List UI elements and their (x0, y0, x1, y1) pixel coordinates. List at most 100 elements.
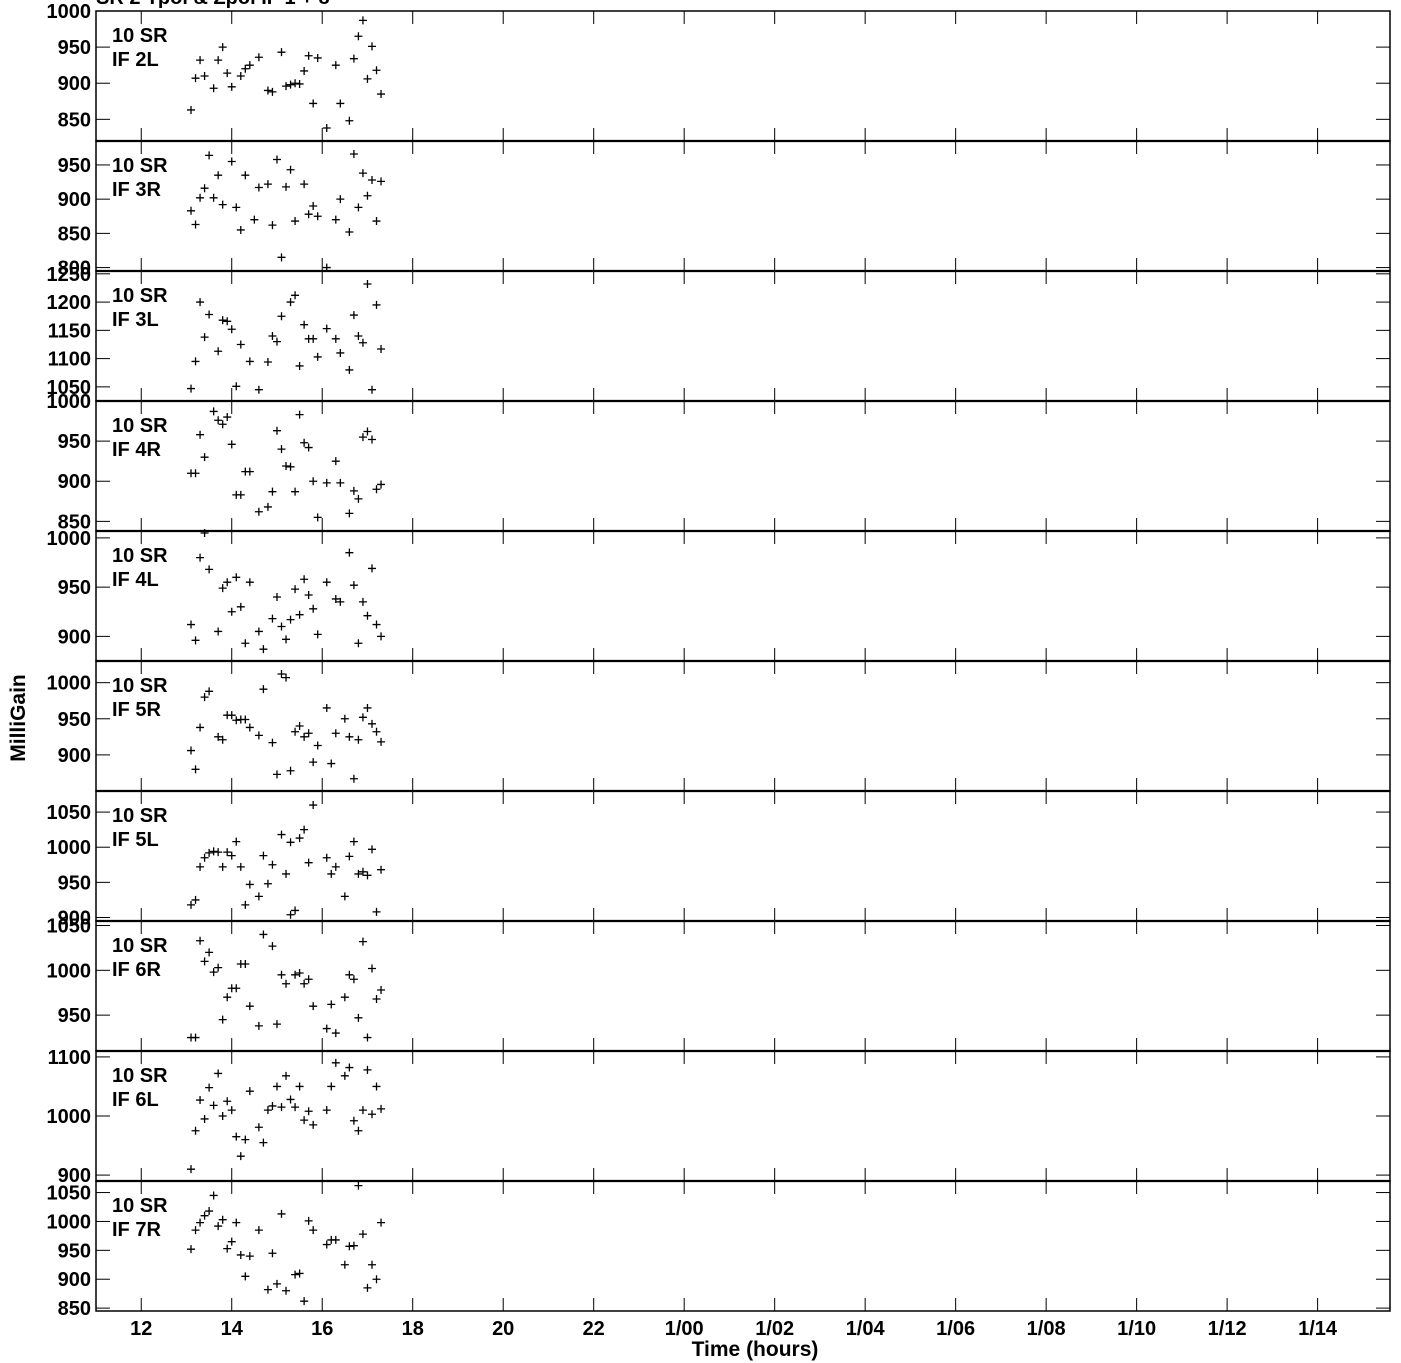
y-tick-label: 950 (58, 577, 91, 599)
y-tick-label: 850 (58, 223, 91, 245)
y-tick-label: 900 (58, 626, 91, 648)
data-point (245, 1002, 254, 1011)
data-point (187, 384, 196, 393)
data-point (227, 1106, 236, 1115)
data-point (331, 862, 340, 871)
data-point (309, 1002, 318, 1011)
data-point (236, 490, 245, 499)
data-point (259, 851, 268, 860)
data-point (309, 202, 318, 210)
data-point (295, 79, 304, 88)
panel-antenna-label: 10 SR (112, 415, 168, 437)
data-point (349, 1241, 358, 1250)
data-point (191, 220, 200, 229)
data-point (345, 1063, 354, 1072)
data-point (345, 116, 354, 125)
data-point (358, 867, 367, 876)
y-tick-label: 1200 (47, 292, 92, 314)
x-tick-label: 16 (311, 1318, 333, 1340)
data-point (218, 200, 227, 209)
x-tick-label: 12 (130, 1318, 152, 1340)
data-point (214, 416, 223, 425)
data-point (268, 487, 277, 496)
y-tick-label: 900 (58, 1269, 91, 1291)
data-point (205, 948, 214, 957)
data-point (272, 155, 281, 164)
data-point (223, 317, 232, 326)
data-point (377, 632, 386, 641)
data-point (363, 1033, 372, 1042)
data-point (322, 124, 331, 132)
y-tick-label: 950 (58, 431, 91, 453)
panel-antenna-label: 10 SR (112, 545, 168, 567)
data-point (191, 765, 200, 774)
data-point (241, 1135, 250, 1144)
data-point (214, 347, 223, 356)
data-point (377, 1218, 386, 1227)
y-tick-label: 1000 (47, 391, 92, 413)
data-point (349, 975, 358, 984)
data-point (191, 895, 200, 904)
data-point (295, 722, 304, 730)
data-point (209, 84, 218, 93)
data-point (367, 1260, 376, 1269)
panel-if-label: IF 7R (112, 1219, 161, 1241)
data-point (200, 1114, 209, 1123)
panel-frame (95, 920, 1391, 1052)
data-point (295, 410, 304, 419)
data-point (232, 1132, 241, 1141)
data-point (349, 837, 358, 846)
data-point (263, 1285, 272, 1294)
panel-antenna-label: 10 SR (112, 1195, 168, 1217)
panel-if-label: IF 6L (112, 1089, 159, 1111)
data-point (196, 862, 205, 871)
data-point (191, 1226, 200, 1235)
data-point (377, 737, 386, 746)
data-point (363, 74, 372, 83)
data-point (268, 1101, 277, 1110)
data-point (268, 332, 277, 340)
data-point (304, 591, 313, 600)
y-tick-label: 900 (58, 73, 91, 95)
data-point (187, 1245, 196, 1254)
data-point (200, 693, 209, 702)
data-point (236, 1250, 245, 1259)
data-point (331, 1029, 340, 1038)
data-point (372, 1082, 381, 1091)
data-point (313, 212, 322, 221)
data-point (367, 564, 376, 573)
y-tick-label: 850 (58, 109, 91, 131)
y-tick-label: 950 (58, 1240, 91, 1262)
data-point (245, 578, 254, 587)
data-point (187, 105, 196, 114)
data-point (322, 1240, 331, 1249)
y-tick-label: 1250 (47, 264, 92, 286)
data-point (304, 858, 313, 867)
data-point (322, 324, 331, 333)
data-point (367, 435, 376, 444)
y-tick-label: 1000 (47, 1106, 92, 1128)
data-point (322, 853, 331, 862)
data-point (214, 1069, 223, 1078)
data-point (295, 1269, 304, 1278)
data-point (218, 1015, 227, 1024)
data-point (354, 1126, 363, 1135)
data-point (254, 1021, 263, 1030)
data-point (218, 584, 227, 593)
y-tick-label: 850 (58, 511, 91, 533)
data-point (191, 469, 200, 478)
data-point (295, 1082, 304, 1091)
data-point (227, 325, 236, 334)
data-point (286, 298, 295, 307)
data-point (327, 1000, 336, 1009)
data-point (245, 723, 254, 732)
data-point (254, 183, 263, 192)
data-point (331, 729, 340, 738)
data-point (196, 193, 205, 202)
data-point (277, 830, 286, 839)
data-point (218, 862, 227, 871)
data-point (322, 1106, 331, 1115)
y-tick-label: 950 (58, 1005, 91, 1027)
